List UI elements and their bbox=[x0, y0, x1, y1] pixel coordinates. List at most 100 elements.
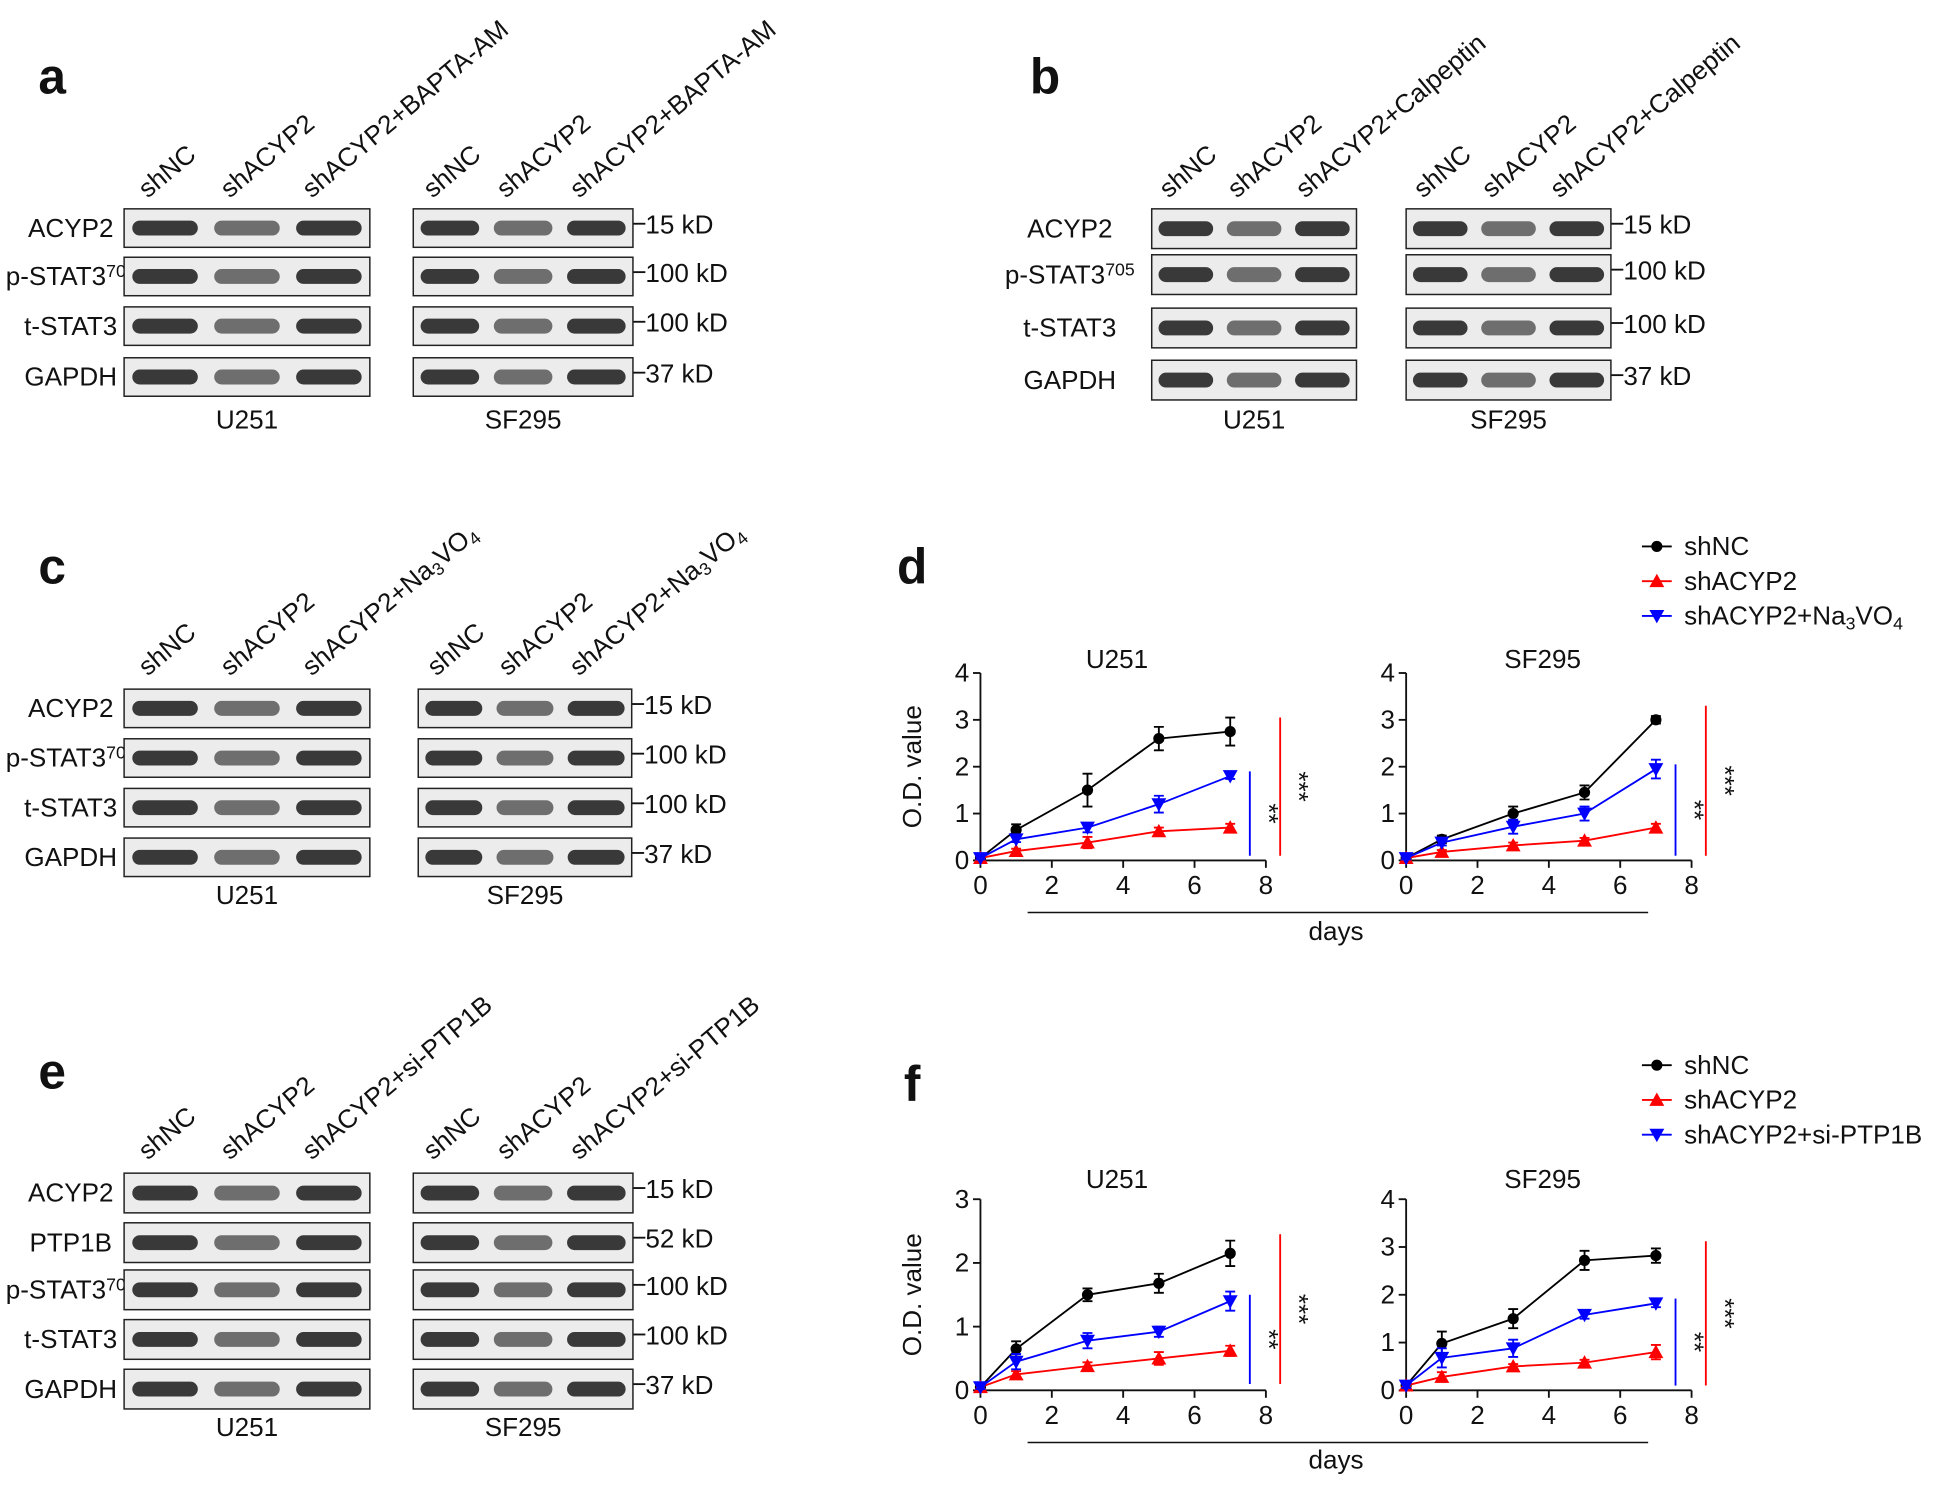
y-tick-label: 2 bbox=[1380, 1279, 1395, 1309]
lane-label: shNC bbox=[1153, 139, 1222, 204]
marker bbox=[1224, 1247, 1236, 1259]
protein-label: t-STAT3 bbox=[1023, 313, 1116, 343]
band bbox=[496, 800, 554, 816]
marker bbox=[1008, 1366, 1024, 1381]
band bbox=[132, 849, 198, 865]
band bbox=[567, 220, 626, 236]
size-label: 100 kD bbox=[644, 789, 727, 819]
y-tick-label: 2 bbox=[955, 751, 970, 781]
band bbox=[420, 369, 480, 385]
legend-marker bbox=[1649, 1092, 1665, 1106]
band bbox=[1412, 221, 1468, 237]
y-tick-label: 1 bbox=[955, 1311, 970, 1341]
size-label: 100 kD bbox=[645, 1320, 728, 1350]
marker bbox=[1648, 1297, 1664, 1311]
band bbox=[493, 1381, 553, 1397]
size-label: 37 kD bbox=[644, 839, 712, 869]
band bbox=[1549, 221, 1605, 237]
lane-label: shACYP2+BAPTA-AM bbox=[564, 14, 782, 204]
x-tick-label: 2 bbox=[1045, 1400, 1060, 1430]
band bbox=[132, 1381, 198, 1397]
protein-label: ACYP2 bbox=[28, 693, 113, 723]
marker bbox=[1151, 798, 1167, 812]
y-tick-label: 3 bbox=[1380, 1232, 1395, 1262]
marker bbox=[1577, 833, 1592, 847]
marker bbox=[1648, 763, 1664, 777]
marker bbox=[1151, 823, 1167, 838]
size-label: 100 kD bbox=[644, 740, 727, 770]
x-tick-label: 2 bbox=[1470, 1400, 1485, 1430]
band bbox=[425, 849, 483, 865]
band bbox=[1481, 320, 1536, 336]
subplot-title: U251 bbox=[1086, 1164, 1148, 1194]
lane-label: shACYP2+BAPTA-AM bbox=[296, 14, 514, 204]
x-tick-label: 6 bbox=[1613, 870, 1628, 900]
protein-label: PTP1B bbox=[29, 1227, 112, 1257]
band bbox=[132, 220, 198, 236]
text-part: p-STAT3 bbox=[6, 261, 106, 291]
cell-line-label: SF295 bbox=[1470, 405, 1547, 435]
band bbox=[214, 700, 280, 716]
marker bbox=[1577, 807, 1592, 821]
x-tick-label: 0 bbox=[1399, 870, 1414, 900]
band bbox=[1481, 372, 1536, 388]
cell-line-label: SF295 bbox=[485, 405, 562, 435]
band bbox=[420, 1235, 480, 1251]
text-part: shACYP2+Na bbox=[1684, 601, 1846, 631]
band bbox=[214, 220, 280, 236]
text-part: shACYP2+Na bbox=[296, 554, 439, 681]
band bbox=[1549, 267, 1605, 283]
x-tick-label: 2 bbox=[1045, 870, 1060, 900]
band bbox=[296, 700, 362, 716]
band bbox=[296, 1235, 362, 1251]
band bbox=[567, 1381, 626, 1397]
y-tick-label: 0 bbox=[955, 845, 970, 875]
band bbox=[496, 700, 554, 716]
marker bbox=[1434, 836, 1450, 851]
band bbox=[296, 750, 362, 766]
marker bbox=[1434, 1369, 1450, 1383]
band bbox=[296, 318, 362, 334]
text-part: p-STAT3 bbox=[6, 743, 106, 773]
band bbox=[567, 1235, 626, 1251]
y-tick-label: 4 bbox=[955, 658, 970, 688]
band bbox=[425, 700, 483, 716]
y-tick-label: 2 bbox=[955, 1248, 970, 1278]
marker bbox=[1008, 843, 1024, 857]
protein-label: ACYP2 bbox=[28, 213, 113, 243]
y-tick-label: 1 bbox=[955, 798, 970, 828]
marker bbox=[1080, 1334, 1095, 1349]
y-tick-label: 2 bbox=[1380, 751, 1395, 781]
x-tick-label: 4 bbox=[1542, 1400, 1557, 1430]
y-axis-label: O.D. value bbox=[897, 705, 927, 828]
lane-label: shNC bbox=[417, 139, 486, 204]
band bbox=[493, 318, 553, 334]
band bbox=[1226, 372, 1282, 388]
y-tick-label: 3 bbox=[955, 705, 970, 735]
marker bbox=[1080, 821, 1095, 836]
protein-label: t-STAT3 bbox=[24, 792, 117, 822]
y-tick-label: 4 bbox=[1380, 1184, 1395, 1214]
band bbox=[567, 1332, 626, 1347]
marker bbox=[1650, 714, 1662, 726]
marker bbox=[1222, 770, 1238, 784]
protein-label: ACYP2 bbox=[1027, 213, 1112, 243]
size-label: 15 kD bbox=[644, 690, 712, 720]
marker bbox=[1505, 1359, 1521, 1373]
y-tick-label: 3 bbox=[1380, 705, 1395, 735]
subplot-title: U251 bbox=[1086, 644, 1148, 674]
band bbox=[420, 1185, 480, 1201]
panel-label: d bbox=[897, 539, 927, 595]
size-label: 15 kD bbox=[645, 210, 713, 240]
band bbox=[132, 318, 198, 334]
significance-label: *** bbox=[1284, 771, 1314, 801]
band bbox=[296, 269, 362, 284]
marker bbox=[1008, 833, 1024, 847]
protein-label: p-STAT3705 bbox=[6, 743, 136, 773]
band bbox=[132, 750, 198, 766]
x-tick-label: 8 bbox=[1259, 870, 1274, 900]
legend-label: shACYP2 bbox=[1684, 566, 1797, 596]
significance-label: ** bbox=[1679, 1332, 1709, 1352]
band bbox=[214, 1381, 280, 1397]
marker bbox=[1008, 1355, 1024, 1370]
